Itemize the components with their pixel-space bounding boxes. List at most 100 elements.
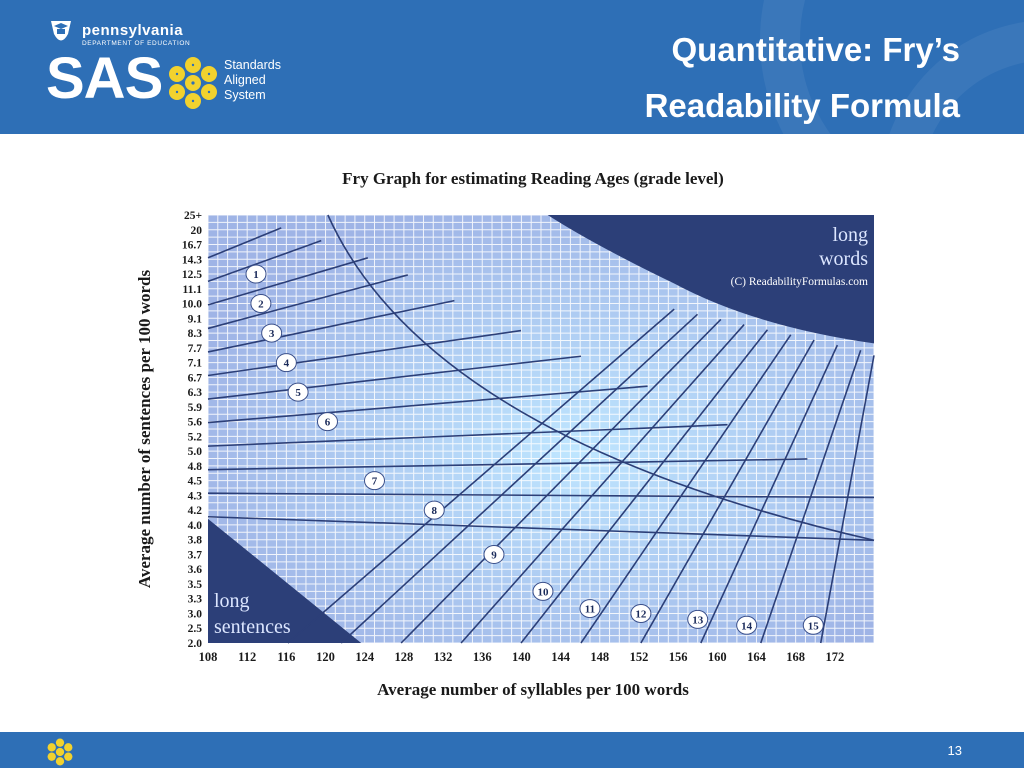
grade-label: 3 <box>269 328 275 340</box>
grade-label: 5 <box>295 387 301 399</box>
grade-boundary-line <box>700 344 839 644</box>
y-tick-label: 2.5 <box>188 623 203 635</box>
grade-marker <box>687 609 709 629</box>
slide-header: pennsylvania DEPARTMENT OF EDUCATION SAS… <box>0 0 1024 134</box>
y-tick-label: 4.8 <box>188 461 203 473</box>
grade-marker <box>245 264 267 284</box>
grid-lines <box>207 214 875 644</box>
grade-boundary-line <box>207 239 322 283</box>
y-tick-label: 11.1 <box>183 284 203 296</box>
y-tick-label: 4.2 <box>188 505 203 517</box>
org-name: pennsylvania <box>82 22 184 39</box>
sas-sub-line: Standards <box>224 58 281 72</box>
grade-boundary-line <box>207 385 648 424</box>
grade-boundary-line <box>207 492 875 499</box>
y-tick-label: 2.0 <box>188 638 203 650</box>
long-sentences-label: long <box>214 590 250 612</box>
grade-marker <box>275 353 297 373</box>
y-tick-label: 8.3 <box>188 328 203 340</box>
grade-boundary-line <box>400 318 722 644</box>
x-tick-label: 160 <box>708 650 727 664</box>
x-tick-label: 168 <box>786 650 805 664</box>
long-words-label: long <box>832 224 868 246</box>
grade-marker <box>483 544 505 564</box>
grade-marker <box>532 581 554 601</box>
grade-boundary-line <box>207 227 282 259</box>
grade-boundary-line <box>520 329 769 644</box>
grade-boundary-line <box>640 339 815 644</box>
grade-label: 2 <box>258 299 264 311</box>
long-words-region <box>547 215 874 344</box>
x-tick-label: 128 <box>395 650 414 664</box>
chart-title: Fry Graph for estimating Reading Ages (g… <box>342 169 724 188</box>
grade-marker <box>736 615 758 635</box>
sas-wordmark: SAS <box>46 46 163 111</box>
grade-label: 8 <box>431 505 437 517</box>
y-tick-label: 5.9 <box>188 402 203 414</box>
sas-sub-line: Aligned <box>224 73 266 87</box>
y-tick-label: 3.6 <box>188 564 203 576</box>
y-tick-label: 6.3 <box>188 387 203 399</box>
page-number: 13 <box>947 743 962 758</box>
grade-boundary-line <box>207 515 875 542</box>
keystone-icon <box>51 21 71 41</box>
y-tick-label: 10.0 <box>182 299 202 311</box>
grade-boundary-line <box>207 355 582 400</box>
y-tick-label: 7.1 <box>188 358 203 370</box>
grade-boundary-line <box>207 274 409 330</box>
x-tick-label: 124 <box>355 650 375 664</box>
grade-label: 12 <box>635 608 647 620</box>
grade-boundary-line <box>580 334 792 644</box>
x-tick-label: 172 <box>825 650 844 664</box>
y-tick-label: 5.2 <box>188 431 203 443</box>
x-tick-label: 148 <box>590 650 609 664</box>
sas-flower-icon <box>47 738 73 766</box>
long-words-label: words <box>819 248 868 270</box>
pa-doe-logo: pennsylvania DEPARTMENT OF EDUCATION <box>48 20 248 50</box>
x-tick-label: 120 <box>316 650 335 664</box>
grade-boundary-line <box>207 329 522 377</box>
slide-title-line2: Readability Formula <box>644 87 960 124</box>
slide-title: Quantitative: Fry’s Readability Formula <box>440 22 960 134</box>
grade-marker <box>364 471 385 491</box>
grade-marker <box>261 323 283 343</box>
y-tick-label: 3.5 <box>188 579 203 591</box>
y-tick-label: 14.3 <box>182 254 202 266</box>
sas-subtitle: Standards Aligned System <box>224 58 281 103</box>
grade-marker <box>287 382 309 402</box>
grade-boundary-line <box>207 423 728 447</box>
y-tick-label: 9.1 <box>188 313 203 325</box>
y-tick-label: 6.7 <box>188 372 203 384</box>
grade-boundary-line <box>460 324 745 644</box>
grade-marker <box>316 412 338 432</box>
copyright-label: (C) ReadabilityFormulas.com <box>731 276 868 288</box>
long-sentences-label: sentences <box>214 616 291 638</box>
sas-sub-line: System <box>224 88 266 102</box>
grade-marker <box>423 500 445 520</box>
x-tick-label: 112 <box>238 650 256 664</box>
x-tick-label: 140 <box>512 650 531 664</box>
y-tick-label: 3.0 <box>188 608 203 620</box>
grade-boundary-line <box>340 313 699 644</box>
grade-marker <box>579 599 601 619</box>
grade-label: 9 <box>491 549 497 561</box>
slide-title-line1: Quantitative: Fry’s <box>671 31 960 68</box>
x-tick-label: 152 <box>630 650 649 664</box>
y-tick-label: 5.6 <box>188 417 203 429</box>
grade-label: 13 <box>692 614 704 626</box>
grade-boundary-line <box>287 308 675 644</box>
y-tick-label: 25+ <box>184 210 202 222</box>
grade-boundaries <box>207 227 875 644</box>
grade-label: 1 <box>253 269 258 281</box>
x-tick-label: 132 <box>434 650 453 664</box>
fry-graph: Fry Graph for estimating Reading Ages (g… <box>135 169 875 699</box>
y-tick-label: 16.7 <box>182 240 202 252</box>
grade-label: 11 <box>585 604 595 616</box>
grade-marker <box>630 603 652 623</box>
y-tick-label: 20 <box>191 225 203 237</box>
y-tick-label: 4.3 <box>188 490 203 502</box>
grade-label: 6 <box>325 417 331 429</box>
x-axis-label: Average number of syllables per 100 word… <box>377 680 689 699</box>
y-tick-label: 5.0 <box>188 446 203 458</box>
grade-boundary-line <box>207 257 369 306</box>
